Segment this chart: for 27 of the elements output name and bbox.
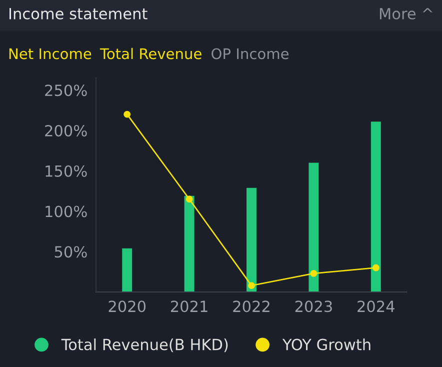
text: More ^	[380, 8, 432, 20]
y-tick-label: 250%	[45, 84, 87, 96]
legend-label: YOY Growth	[282, 338, 370, 350]
y-tick-label: 150%	[46, 165, 87, 177]
bar	[122, 248, 132, 292]
chart-title: Income statement	[10, 8, 148, 20]
bar	[184, 196, 194, 292]
point	[186, 196, 193, 203]
point	[248, 282, 255, 290]
bar	[308, 162, 319, 292]
point	[310, 270, 318, 277]
x-tick-label: 2024	[358, 300, 394, 312]
x-tick-label: 2023	[295, 300, 332, 312]
x-tick-label: 2022	[233, 300, 270, 312]
legend-label: Total Revenue(B HKD)	[61, 338, 228, 352]
y-tick-label: 100%	[46, 206, 87, 218]
text: Net Income	[9, 48, 92, 60]
text: Total Revenue	[100, 48, 202, 60]
bar	[246, 188, 256, 292]
y-tick-label: 50%	[54, 246, 87, 258]
y-tick-label: 200%	[45, 124, 87, 137]
point	[124, 110, 131, 118]
bar	[370, 122, 381, 292]
x-tick-label: 2020	[108, 300, 146, 312]
text: OP Income	[212, 48, 289, 60]
point	[372, 264, 380, 272]
x-tick-label: 2021	[170, 300, 208, 312]
